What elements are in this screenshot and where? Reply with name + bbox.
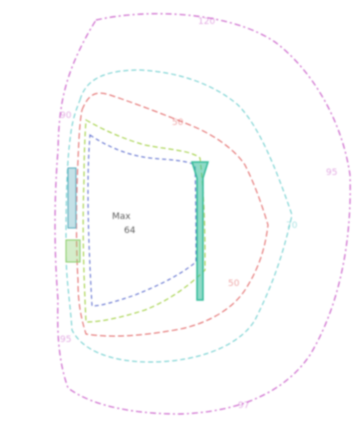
center-max-label: Max: [112, 212, 131, 222]
outer-contour: [54, 13, 351, 415]
cyan-contour: [65, 69, 293, 363]
iso-label-outer-top: 120: [198, 17, 215, 27]
yellow-green-contour: [82, 119, 206, 323]
iso-label-red-bottom: 50: [228, 279, 240, 289]
iso-label-cyan: 70: [286, 221, 298, 231]
iso-label-outer-right: 95: [326, 168, 337, 178]
red-contour: [76, 92, 269, 337]
left-green-band: [65, 239, 81, 263]
iso-label-red-top: 50: [172, 118, 184, 128]
center-value-label: 64: [124, 226, 136, 236]
iso-label-outer-bottom-left: 95: [60, 335, 71, 345]
left-band: [67, 167, 77, 229]
blue-contour: [87, 134, 197, 307]
iso-label-outer-left: 90: [60, 111, 72, 121]
iso-label-outer-bottom: 97: [238, 401, 249, 411]
target-bar: [190, 161, 210, 301]
